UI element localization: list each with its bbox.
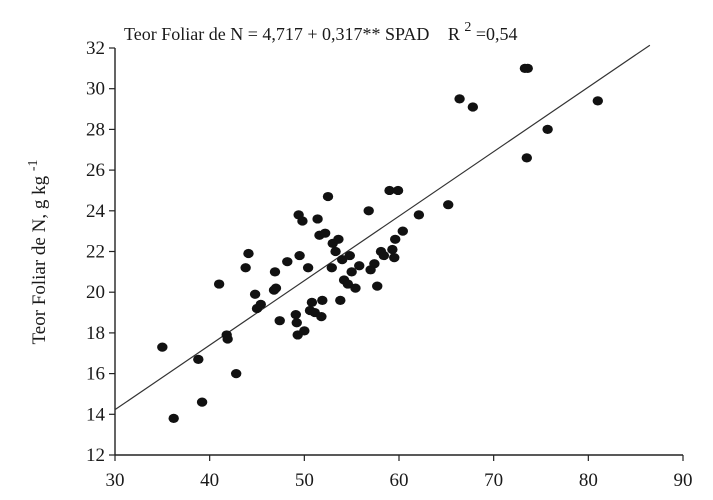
- data-point: [384, 185, 395, 196]
- y-tick-label: 24: [86, 201, 106, 222]
- data-point: [291, 318, 302, 328]
- data-point: [521, 153, 532, 163]
- data-point: [213, 279, 225, 289]
- data-point: [230, 369, 242, 379]
- data-point: [344, 250, 355, 261]
- regression-line-group: [114, 44, 651, 411]
- data-point: [369, 259, 380, 269]
- y-tick-label: 18: [86, 323, 105, 344]
- equation-text: Teor Foliar de N = 4,717 + 0,317** SPAD: [124, 24, 429, 44]
- data-point: [316, 312, 327, 322]
- x-tick-label: 70: [484, 470, 503, 491]
- y-tick-label: 26: [86, 160, 105, 181]
- data-point: [157, 342, 168, 352]
- data-point: [222, 334, 233, 344]
- y-tick-label: 16: [86, 364, 105, 385]
- data-point: [390, 234, 401, 244]
- data-point: [290, 309, 302, 320]
- data-point: [397, 226, 408, 236]
- data-points: [157, 63, 603, 423]
- x-axis-ticks: 30 40 50 60 70 80 90: [106, 455, 693, 491]
- data-point: [335, 295, 346, 305]
- data-point: [168, 413, 179, 423]
- data-point: [294, 250, 305, 261]
- data-point: [354, 261, 365, 271]
- data-point: [330, 246, 341, 257]
- r2-prefix: R: [448, 24, 460, 44]
- y-tick-label: 20: [86, 282, 105, 303]
- data-point: [306, 297, 318, 307]
- data-point: [467, 102, 479, 112]
- data-point: [312, 214, 323, 224]
- data-point: [319, 228, 331, 238]
- data-point: [337, 255, 348, 265]
- data-point: [350, 283, 361, 293]
- data-point: [317, 295, 328, 305]
- data-point: [297, 216, 308, 226]
- data-point: [372, 281, 383, 291]
- data-point: [249, 289, 261, 299]
- data-point: [333, 234, 344, 244]
- y-axis-label-superscript: -1: [26, 159, 41, 171]
- data-point: [387, 244, 398, 255]
- data-point: [196, 397, 208, 407]
- data-point: [389, 253, 400, 263]
- data-point: [270, 283, 282, 293]
- x-tick-label: 50: [295, 470, 314, 491]
- data-point: [299, 326, 310, 336]
- data-point: [243, 248, 254, 259]
- data-point: [240, 263, 251, 273]
- data-point: [274, 316, 285, 326]
- x-tick-label: 60: [390, 470, 409, 491]
- x-tick-label: 30: [106, 470, 125, 491]
- y-axis-label-text: Teor Foliar de N, g kg: [29, 175, 50, 344]
- y-tick-label: 12: [86, 445, 105, 466]
- data-point: [282, 257, 293, 267]
- data-point: [413, 210, 425, 220]
- data-point: [454, 94, 465, 104]
- r2-superscript: 2: [464, 20, 471, 35]
- data-point: [378, 250, 390, 261]
- x-tick-label: 40: [200, 470, 219, 491]
- data-point: [522, 63, 533, 73]
- y-axis-ticks: 12 14 16 18 20 22 24 26 28 30 32: [86, 38, 115, 466]
- data-point: [443, 200, 454, 210]
- data-point: [302, 263, 314, 273]
- data-point: [542, 124, 553, 134]
- r2-value: =0,54: [476, 24, 518, 44]
- axes: [114, 48, 683, 456]
- y-tick-label: 28: [86, 119, 105, 140]
- data-point: [255, 299, 266, 310]
- data-point: [592, 96, 603, 106]
- y-tick-label: 22: [86, 242, 105, 263]
- data-point: [342, 279, 354, 289]
- data-point: [326, 263, 337, 273]
- y-tick-label: 14: [86, 404, 106, 425]
- regression-line: [114, 44, 651, 411]
- data-point: [363, 206, 374, 216]
- x-tick-label: 80: [579, 470, 598, 491]
- data-point: [392, 185, 404, 196]
- y-axis-label: Teor Foliar de N, g kg -1: [26, 159, 50, 344]
- x-tick-label: 90: [674, 470, 693, 491]
- data-point: [193, 354, 204, 364]
- y-tick-label: 30: [86, 79, 105, 100]
- data-point: [269, 267, 281, 277]
- regression-equation: Teor Foliar de N = 4,717 + 0,317** SPAD …: [124, 15, 518, 44]
- y-tick-label: 32: [86, 38, 105, 59]
- data-point: [346, 267, 357, 277]
- data-point: [322, 191, 334, 202]
